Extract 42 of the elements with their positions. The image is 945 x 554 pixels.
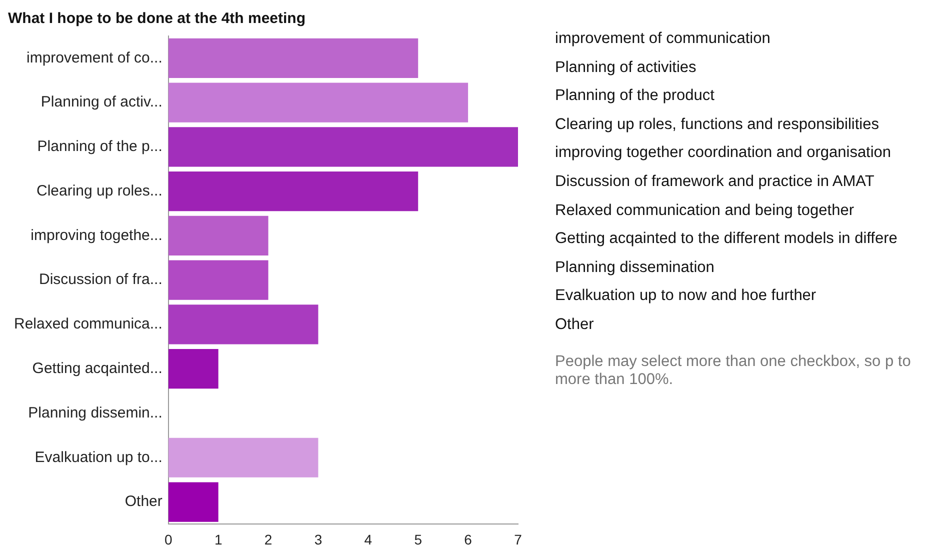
text: Evalkuation up to now and hoe further — [555, 287, 818, 306]
text: improvement of communication — [555, 30, 772, 49]
bar — [168, 260, 268, 300]
y-tick-label: Other — [124, 493, 162, 510]
bar — [168, 304, 318, 344]
x-tick-label: 4 — [364, 531, 372, 548]
x-tick-label: 1 — [214, 531, 222, 548]
x-tick-label: 5 — [414, 531, 422, 548]
text: Planning dissemination — [555, 258, 716, 278]
y-tick-label: improvement of co... — [26, 49, 162, 66]
text: Relaxed communication and being together — [555, 202, 855, 221]
bar — [168, 482, 218, 522]
bar — [168, 438, 318, 478]
text: Clearing up roles, functions and responsibilities — [555, 116, 880, 135]
y-tick-label: Planning of activ... — [40, 94, 162, 111]
text: improving together coordination and organisation — [555, 144, 892, 164]
y-tick-label: improving togethe... — [30, 226, 162, 244]
bar — [168, 82, 468, 122]
text: Getting acqainted to the different models in differe — [555, 230, 898, 250]
y-tick-label: Discussion of fra... — [39, 271, 162, 288]
bar — [168, 127, 518, 167]
x-tick-label: 7 — [514, 531, 522, 548]
bar — [168, 38, 418, 78]
y-tick-label: Relaxed communica... — [14, 316, 162, 333]
y-tick-label: Evalkuation up to... — [34, 448, 162, 466]
x-tick-label: 3 — [314, 531, 322, 548]
text: Planning of the product — [555, 87, 716, 106]
text: People may select more than one checkbox, so p to more than 100%. — [555, 352, 912, 389]
x-tick-label: 2 — [264, 531, 272, 548]
text: Planning of activities — [555, 58, 698, 78]
text: Discussion of framework and practice in AMAT — [555, 172, 876, 192]
y-tick-label: Clearing up roles... — [36, 182, 162, 200]
bar — [168, 349, 218, 389]
y-tick-label: Planning of the p... — [37, 138, 162, 156]
bar — [168, 216, 268, 256]
text: Other — [555, 316, 595, 335]
chart-title: What I hope to be done at the 4th meeting — [8, 10, 306, 28]
y-tick-label: Planning dissemin... — [28, 404, 162, 422]
x-tick-label: 0 — [164, 531, 172, 548]
x-tick-label: 6 — [464, 531, 472, 548]
bar — [168, 172, 418, 212]
y-tick-label: Getting acqainted... — [32, 360, 162, 378]
